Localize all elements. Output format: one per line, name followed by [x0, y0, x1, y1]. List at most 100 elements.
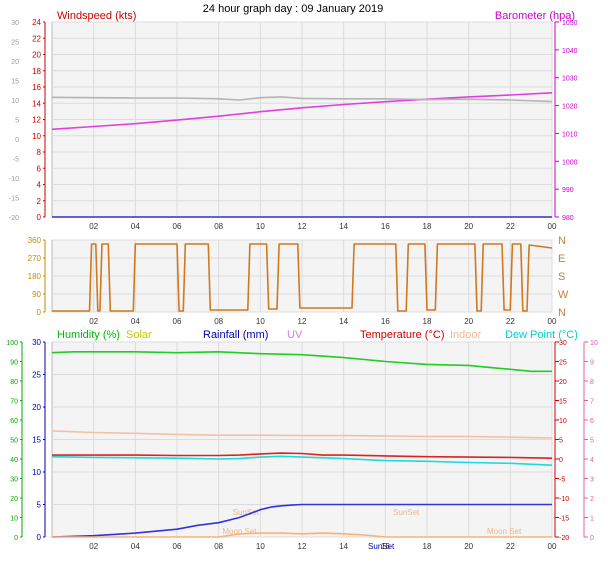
legend-entry: Humidity (%) [57, 329, 120, 341]
wind-baro-x-tick-label: 06 [173, 222, 182, 231]
windspeed-axis-tick-label: 2 [37, 197, 42, 206]
wind-direction-x-tick-label: 10 [256, 317, 265, 326]
wind-baro-x-tick-label: 14 [339, 222, 348, 231]
rainfall-axis-tick-label: 30 [32, 338, 41, 347]
wind-baro-x-tick-label: 08 [214, 222, 223, 231]
barometer-axis-tick-label: 1000 [562, 159, 578, 166]
wind-direction-axis-tick-label: 180 [28, 272, 42, 281]
wind-direction-x-tick-label: 14 [339, 317, 348, 326]
humidity-axis-tick-label: 70 [10, 399, 18, 406]
uv-axis-tick-label: 1 [590, 516, 594, 523]
rainfall-axis-tick-label: 0 [37, 533, 42, 542]
uv-axis-tick-label: 0 [590, 535, 594, 542]
temperature-axis-tick-label: -20 [559, 535, 569, 542]
compass-label: N [558, 307, 566, 319]
windspeed-axis-tick-label: 10 [32, 132, 41, 141]
compass-label: W [558, 289, 569, 301]
legend-entry: UV [287, 329, 303, 341]
windspeed-axis-tick-label: 22 [32, 34, 41, 43]
temp-hum-x-tick-label: 00 [548, 542, 557, 551]
humidity-axis-tick-label: 0 [14, 535, 18, 542]
wind-baro-x-tick-label: 16 [381, 222, 390, 231]
legend-entry: Dew Point (°C) [505, 329, 578, 341]
temperature-axis-tick-label: 0 [559, 457, 563, 464]
dew-point-series [51, 455, 553, 466]
windspeed-axis-tick-label: 20 [32, 51, 41, 60]
wind-direction-x-tick-label: 22 [506, 317, 515, 326]
windspeed-axis-title: Windspeed (kts) [57, 10, 136, 22]
secondary-left-axis-tick-label: -15 [9, 196, 19, 203]
windspeed-axis-tick-label: 12 [32, 116, 41, 125]
wind-baro-x-tick-label: 00 [548, 222, 557, 231]
secondary-left-axis-tick-label: -20 [9, 215, 19, 222]
temperature-axis-tick-label: -15 [559, 516, 569, 523]
wind-direction-axis-tick-label: 90 [32, 290, 41, 299]
wind-direction-axis-tick-label: 270 [28, 254, 42, 263]
uv-axis-tick-label: 2 [590, 496, 594, 503]
event-annotation: SunSet [233, 508, 260, 517]
windspeed-axis-tick-label: 16 [32, 83, 41, 92]
event-annotation: Moon Set [222, 527, 257, 536]
compass-label: E [558, 253, 565, 265]
rainfall-series [51, 503, 552, 538]
temperature-axis-tick-label: -5 [559, 477, 565, 484]
temp-hum-x-tick-label: 12 [298, 542, 307, 551]
windspeed-axis-tick-label: 4 [37, 181, 42, 190]
compass-label: S [558, 271, 565, 283]
wind-baro-x-tick-label: 02 [89, 222, 98, 231]
rainfall-axis-tick-label: 5 [37, 501, 42, 510]
wind-direction-series [52, 243, 553, 312]
barometer-axis-tick-label: 1020 [562, 104, 578, 111]
wind-baro-x-tick-label: 12 [298, 222, 307, 231]
uv-axis-tick-label: 4 [590, 457, 594, 464]
wind-direction-axis-tick-label: 360 [28, 236, 42, 245]
barometer-axis-tick-label: 980 [562, 215, 574, 222]
barometer-axis-tick-label: 1030 [562, 76, 578, 83]
wind-baro-x-tick-label: 20 [464, 222, 473, 231]
secondary-left-axis-tick-label: 20 [11, 59, 19, 66]
wind-direction-x-tick-label: 12 [298, 317, 307, 326]
temp-hum-x-tick-label: 10 [256, 542, 265, 551]
barometer-axis-tick-label: 1040 [562, 48, 578, 55]
windspeed-axis-tick-label: 18 [32, 67, 41, 76]
windspeed-axis-tick-label: 0 [37, 213, 42, 222]
temp-hum-x-tick-label: 06 [173, 542, 182, 551]
legend-entry: Temperature (°C) [360, 329, 444, 341]
humidity-axis-tick-label: 100 [6, 340, 18, 347]
wind-baro-x-tick-label: 18 [423, 222, 432, 231]
humidity-axis-tick-label: 60 [10, 418, 18, 425]
event-annotation: SunSet [393, 508, 420, 517]
solar-series [52, 532, 552, 538]
wind-baro-x-tick-label: 22 [506, 222, 515, 231]
legend-entry: Indoor [450, 329, 482, 341]
wind-direction-x-tick-label: 04 [131, 317, 140, 326]
secondary-left-axis-tick-label: 15 [11, 79, 19, 86]
legend-entry: Solar [126, 329, 152, 341]
secondary-left-axis-tick-label: 30 [11, 20, 19, 27]
wind-direction-x-tick-label: 18 [423, 317, 432, 326]
event-annotation: Moon Set [487, 527, 522, 536]
humidity-axis-tick-label: 40 [10, 457, 18, 464]
temperature-axis-tick-label: 30 [559, 340, 567, 347]
temp-hum-x-tick-label: 18 [423, 542, 432, 551]
temperature-axis-tick-label: 10 [559, 418, 567, 425]
secondary-left-axis-tick-label: -10 [9, 176, 19, 183]
wind-direction-x-tick-label: 08 [214, 317, 223, 326]
humidity-series [51, 350, 552, 373]
rainfall-axis-tick-label: 10 [32, 468, 41, 477]
temp-hum-x-tick-label: 14 [339, 542, 348, 551]
barometer-series [51, 92, 553, 131]
windspeed-axis-tick-label: 24 [32, 18, 41, 27]
humidity-axis-tick-label: 30 [10, 477, 18, 484]
wind-direction-x-tick-label: 06 [173, 317, 182, 326]
temperature-axis-tick-label: -10 [559, 496, 569, 503]
uv-axis-tick-label: 8 [590, 379, 594, 386]
windspeed-axis-tick-label: 6 [37, 164, 42, 173]
uv-axis-tick-label: 3 [590, 477, 594, 484]
humidity-axis-tick-label: 50 [10, 438, 18, 445]
legend-entry: Rainfall (mm) [203, 329, 268, 341]
temp-hum-x-tick-label: 16 [381, 542, 390, 551]
wind-direction-axis-tick-label: 0 [37, 308, 42, 317]
uv-axis-tick-label: 5 [590, 438, 594, 445]
